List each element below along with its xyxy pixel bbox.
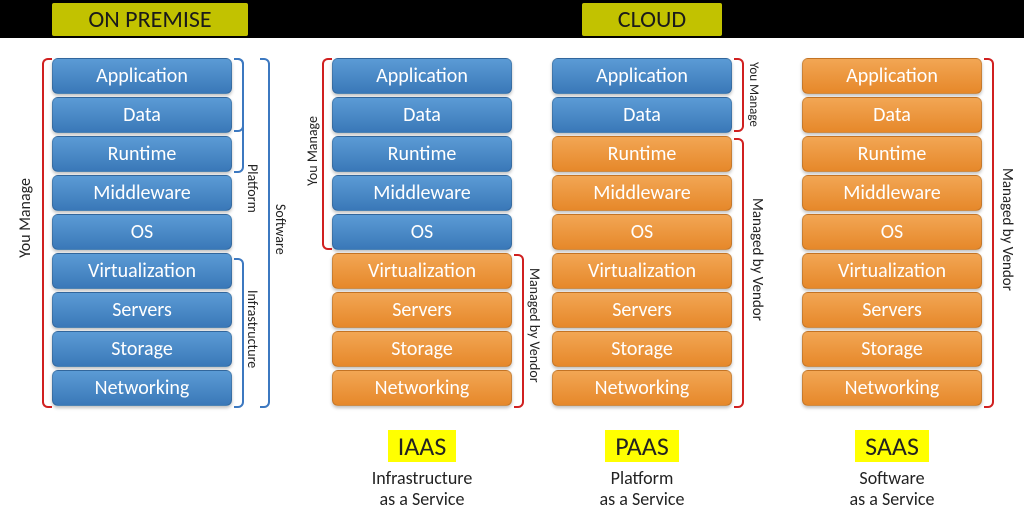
layer-os: OS (332, 214, 512, 250)
layer-data: Data (552, 97, 732, 133)
label-you-manage-paas: You Manage (746, 62, 761, 127)
stack-paas: Application Data Runtime Middleware OS V… (552, 58, 732, 406)
column-iaas: You Manage Managed by Vendor Application… (300, 58, 548, 509)
caption-sub-line1: Software (859, 467, 924, 489)
caption-saas: SAAS Software as a Service (802, 430, 982, 509)
diagram-main: You Manage Platform Infrastructure Softw… (0, 38, 1024, 523)
stack-saas: Application Data Runtime Middleware OS V… (802, 58, 982, 406)
bracket-you-manage (42, 58, 52, 408)
layer-networking: Networking (552, 370, 732, 406)
bracket-you-manage-paas (734, 58, 744, 132)
label-you-manage-iaas: You Manage (304, 116, 321, 186)
layer-networking: Networking (332, 370, 512, 406)
label-infrastructure: Infrastructure (244, 290, 261, 368)
label-platform: Platform (244, 164, 261, 213)
caption-title-iaas: IAAS (388, 430, 457, 462)
layer-storage: Storage (332, 331, 512, 367)
bracket-software-outer (260, 58, 270, 408)
stack-iaas: Application Data Runtime Middleware OS V… (332, 58, 512, 406)
layer-application: Application (552, 58, 732, 94)
column-saas: Managed by Vendor Application Data Runti… (796, 58, 1024, 509)
layer-servers: Servers (552, 292, 732, 328)
layer-data: Data (52, 97, 232, 133)
label-vendor-paas: Managed by Vendor (748, 198, 766, 321)
caption-iaas: IAAS Infrastructure as a Service (332, 430, 512, 509)
caption-sub-saas: Software as a Service (802, 468, 982, 509)
header-pill-cloud: CLOUD (582, 3, 722, 36)
layer-runtime: Runtime (52, 136, 232, 172)
layer-application: Application (802, 58, 982, 94)
layer-storage: Storage (802, 331, 982, 367)
label-vendor-saas: Managed by Vendor (998, 168, 1016, 291)
caption-paas: PAAS Platform as a Service (552, 430, 732, 509)
header-section-cloud: CLOUD (280, 0, 1024, 38)
label-vendor-iaas: Managed by Vendor (526, 268, 543, 383)
layer-virtualization: Virtualization (552, 253, 732, 289)
caption-sub-line2: as a Service (850, 488, 935, 510)
caption-sub-paas: Platform as a Service (552, 468, 732, 509)
layer-application: Application (332, 58, 512, 94)
layer-middleware: Middleware (332, 175, 512, 211)
layer-os: OS (552, 214, 732, 250)
layer-runtime: Runtime (552, 136, 732, 172)
bracket-platform (234, 58, 244, 173)
layer-os: OS (802, 214, 982, 250)
layer-middleware: Middleware (52, 175, 232, 211)
layer-servers: Servers (332, 292, 512, 328)
bracket-vendor-paas (734, 138, 744, 408)
label-software: Software (272, 204, 289, 255)
layer-runtime: Runtime (802, 136, 982, 172)
layer-middleware: Middleware (802, 175, 982, 211)
layer-data: Data (802, 97, 982, 133)
caption-sub-line2: as a Service (600, 488, 685, 510)
header-pill-onpremise: ON PREMISE (52, 3, 247, 36)
bracket-vendor-saas (984, 58, 994, 408)
stack-onpremise: Application Data Runtime Middleware OS V… (52, 58, 232, 406)
caption-sub-line1: Infrastructure (372, 467, 473, 489)
layer-networking: Networking (802, 370, 982, 406)
layer-servers: Servers (52, 292, 232, 328)
caption-sub-line1: Platform (611, 467, 674, 489)
layer-runtime: Runtime (332, 136, 512, 172)
bracket-vendor-iaas (514, 254, 524, 408)
layer-virtualization: Virtualization (52, 253, 232, 289)
column-paas: You Manage Managed by Vendor Application… (548, 58, 796, 509)
caption-title-saas: SAAS (855, 430, 929, 462)
layer-middleware: Middleware (552, 175, 732, 211)
layer-os: OS (52, 214, 232, 250)
layer-data: Data (332, 97, 512, 133)
caption-sub-line2: as a Service (380, 488, 465, 510)
layer-networking: Networking (52, 370, 232, 406)
label-you-manage: You Manage (16, 178, 35, 258)
bracket-infrastructure (234, 258, 244, 408)
bracket-you-manage-iaas (322, 58, 332, 250)
header-bar: ON PREMISE CLOUD (0, 0, 1024, 38)
layer-virtualization: Virtualization (332, 253, 512, 289)
layer-storage: Storage (52, 331, 232, 367)
column-onpremise: You Manage Platform Infrastructure Softw… (0, 58, 300, 509)
layer-virtualization: Virtualization (802, 253, 982, 289)
columns-row: You Manage Platform Infrastructure Softw… (0, 58, 1024, 509)
caption-title-paas: PAAS (605, 430, 679, 462)
layer-application: Application (52, 58, 232, 94)
header-section-onpremise: ON PREMISE (0, 0, 280, 38)
caption-sub-iaas: Infrastructure as a Service (332, 468, 512, 509)
layer-servers: Servers (802, 292, 982, 328)
layer-storage: Storage (552, 331, 732, 367)
